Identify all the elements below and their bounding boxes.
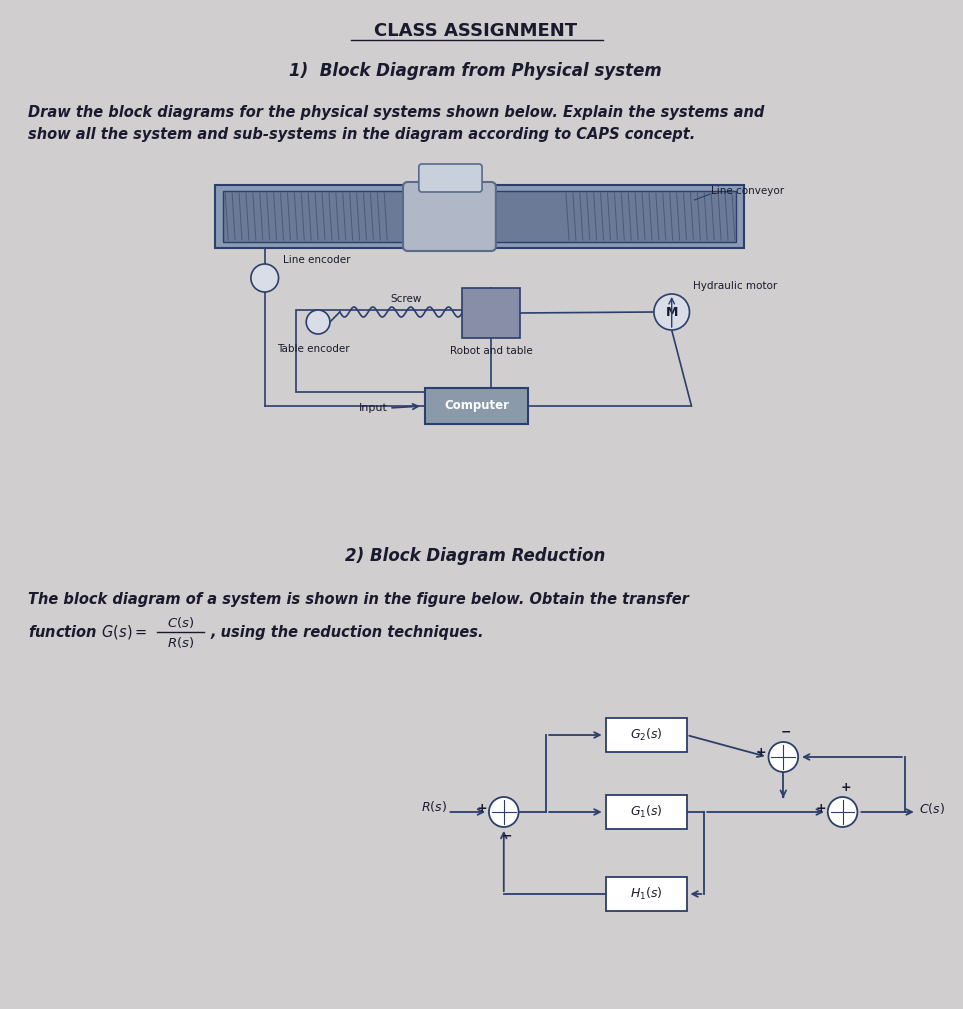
Text: , using the reduction techniques.: , using the reduction techniques. (210, 625, 483, 640)
Circle shape (306, 310, 330, 334)
Text: The block diagram of a system is shown in the figure below. Obtain the transfer: The block diagram of a system is shown i… (28, 592, 689, 607)
Bar (606, 877, 687, 911)
Text: −: − (502, 830, 512, 843)
FancyBboxPatch shape (403, 182, 496, 251)
Circle shape (251, 264, 278, 292)
Text: CLASS ASSIGNMENT: CLASS ASSIGNMENT (374, 22, 577, 40)
Bar (606, 718, 687, 752)
Text: $R(s)$: $R(s)$ (421, 799, 447, 814)
Text: $R(s)$: $R(s)$ (168, 636, 195, 651)
Text: 2) Block Diagram Reduction: 2) Block Diagram Reduction (345, 547, 606, 565)
Text: +: + (841, 781, 851, 794)
Text: Line encoder: Line encoder (282, 255, 350, 265)
Text: function $G(s)=$: function $G(s)=$ (28, 623, 147, 641)
Circle shape (489, 797, 519, 827)
Text: +: + (815, 801, 826, 814)
Text: Input: Input (359, 403, 388, 413)
Bar (223, 191, 736, 242)
Text: Robot and table: Robot and table (450, 346, 533, 356)
Bar (216, 185, 743, 248)
Bar (297, 310, 491, 393)
Text: $G_1(s)$: $G_1(s)$ (630, 804, 663, 820)
Text: Draw the block diagrams for the physical systems shown below. Explain the system: Draw the block diagrams for the physical… (28, 105, 764, 120)
Text: Hydraulic motor: Hydraulic motor (693, 281, 778, 291)
Text: Screw: Screw (390, 294, 422, 304)
Text: $G_2(s)$: $G_2(s)$ (630, 726, 663, 743)
Text: $H_1(s)$: $H_1(s)$ (630, 886, 663, 902)
Text: −: − (781, 726, 792, 739)
Bar (462, 288, 520, 338)
Bar (425, 388, 529, 424)
Text: Table encoder: Table encoder (276, 344, 350, 354)
Circle shape (768, 742, 798, 772)
Text: Computer: Computer (444, 400, 509, 413)
Text: +: + (477, 801, 487, 814)
Text: show all the system and sub-systems in the diagram according to CAPS concept.: show all the system and sub-systems in t… (28, 127, 695, 142)
Circle shape (654, 294, 690, 330)
Text: 1)  Block Diagram from Physical system: 1) Block Diagram from Physical system (289, 62, 662, 80)
Text: +: + (756, 747, 767, 760)
FancyBboxPatch shape (419, 164, 482, 192)
Bar (606, 795, 687, 829)
Circle shape (828, 797, 857, 827)
Text: $C(s)$: $C(s)$ (168, 614, 195, 630)
Text: $C(s)$: $C(s)$ (919, 800, 945, 815)
Text: Line conveyor: Line conveyor (712, 186, 784, 196)
Text: M: M (665, 306, 678, 319)
